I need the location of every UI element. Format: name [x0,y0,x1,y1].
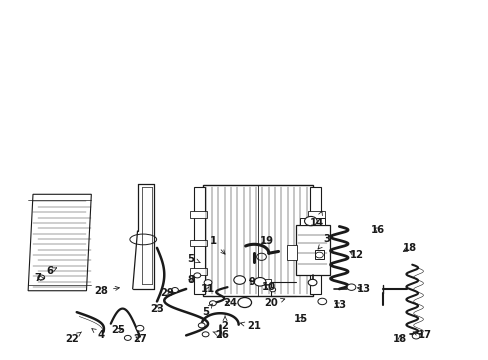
Bar [286,246,297,260]
Circle shape [304,216,317,226]
Circle shape [411,333,419,339]
Bar [300,217,324,225]
Text: 9: 9 [248,277,255,287]
Circle shape [38,275,44,280]
Bar [203,185,312,296]
Circle shape [346,284,355,291]
Text: 1: 1 [209,236,224,254]
Bar [189,240,206,246]
Text: 5: 5 [202,304,212,317]
Circle shape [171,288,178,293]
Circle shape [238,297,251,307]
Circle shape [254,278,265,286]
Text: 14: 14 [310,211,324,228]
Bar [264,279,270,284]
Circle shape [194,273,201,278]
Text: 27: 27 [133,334,146,344]
Text: 17: 17 [412,330,430,341]
Circle shape [203,280,211,285]
Text: 26: 26 [212,330,229,341]
Text: 13: 13 [332,300,346,310]
Bar [307,211,324,217]
Text: 11: 11 [201,284,215,294]
Circle shape [198,323,204,328]
Text: 18: 18 [392,334,407,344]
Bar [194,187,204,294]
Text: 12: 12 [348,250,363,260]
Text: 28: 28 [94,286,119,296]
Circle shape [269,288,275,292]
Text: 16: 16 [370,225,385,235]
Text: 29: 29 [160,288,173,297]
Text: 24: 24 [223,298,236,308]
Text: 22: 22 [65,332,81,344]
Circle shape [209,301,216,306]
Text: 18: 18 [402,243,416,253]
Bar [307,240,324,246]
Text: 21: 21 [240,321,261,332]
Circle shape [307,279,316,286]
Circle shape [136,325,143,331]
Text: 8: 8 [187,275,194,285]
Circle shape [317,298,326,305]
Circle shape [233,276,245,284]
Circle shape [124,336,131,341]
Text: 15: 15 [293,314,307,324]
Text: 10: 10 [261,282,275,292]
Bar [295,225,329,275]
Text: 5: 5 [187,253,200,264]
Bar [189,211,206,217]
Text: 7: 7 [34,273,44,283]
Bar [189,268,206,275]
Text: 4: 4 [92,329,104,341]
Bar [309,187,320,294]
Text: 13: 13 [356,284,370,294]
Text: 3: 3 [317,234,330,249]
Text: 23: 23 [150,303,163,314]
Text: 25: 25 [111,325,125,335]
Text: 19: 19 [259,236,273,246]
Circle shape [202,332,208,337]
Text: 20: 20 [264,298,284,308]
Bar [307,268,324,275]
Bar [314,250,323,259]
Text: 6: 6 [46,266,57,276]
Text: 2: 2 [221,316,228,332]
